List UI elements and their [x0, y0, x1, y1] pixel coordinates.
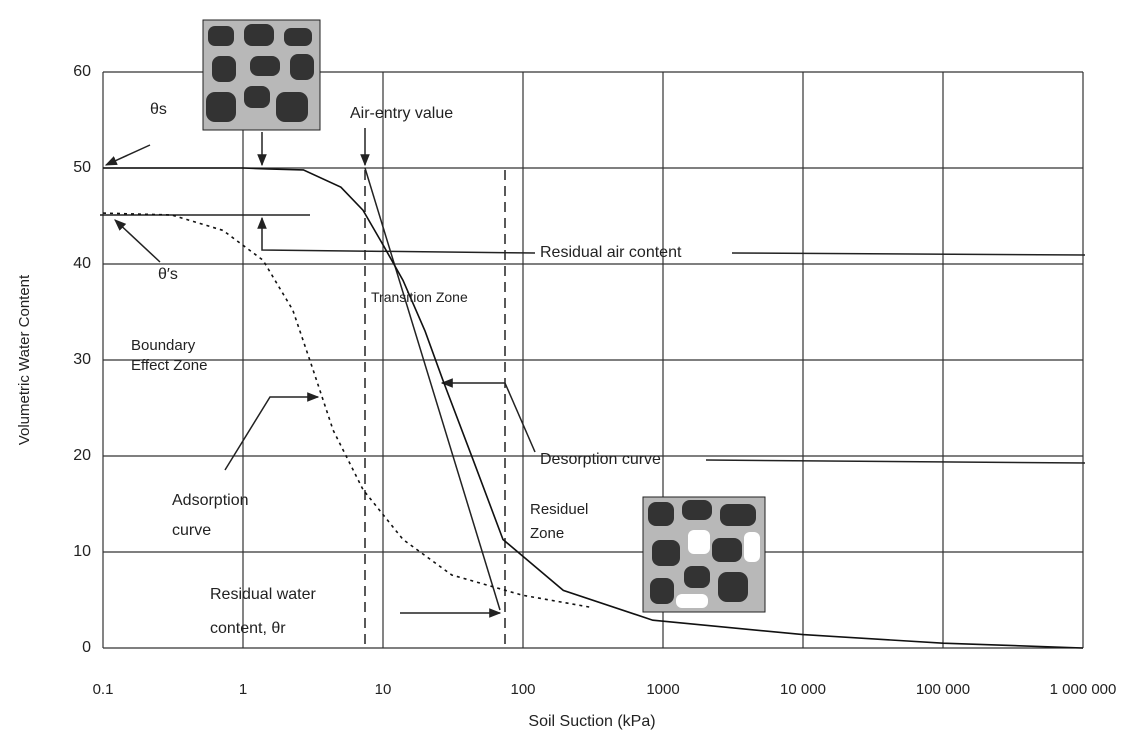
x-tick-label: 100 [510, 681, 535, 698]
y-tick-label: 30 [73, 351, 91, 368]
y-axis-title: Volumetric Water Content [16, 274, 33, 445]
soil-image-saturated [202, 19, 321, 131]
construction-lines [100, 128, 1086, 648]
series-label: Desorption curve [540, 451, 661, 468]
y-tick-label: 60 [73, 63, 91, 80]
series-label: Adsorption curve [172, 492, 249, 539]
data-line [103, 167, 1084, 649]
annotation: θs [150, 101, 167, 118]
soil-image-residual [642, 496, 766, 613]
x-tick-label: 10 000 [780, 681, 826, 698]
annotation: Boundary Effect Zone [131, 337, 208, 374]
annotation: θ′s [158, 266, 178, 283]
y-tick-label: 10 [73, 543, 91, 560]
y-tick-label: 20 [73, 447, 91, 464]
x-axis-title: Soil Suction (kPa) [528, 713, 655, 730]
x-tick-label: 0.1 [93, 681, 114, 698]
x-tick-label: 100 000 [916, 681, 970, 698]
annotation: Residuel Zone [530, 501, 589, 542]
annotation: Residual water content, θr [210, 586, 316, 637]
annotation: Residual air content [540, 244, 682, 261]
data-line [102, 212, 594, 609]
x-tick-label: 1 [239, 681, 247, 698]
annotation: Air-entry value [350, 105, 454, 122]
annotation: Transition Zone [371, 289, 468, 305]
y-tick-label: 0 [82, 639, 91, 656]
y-tick-label: 40 [73, 255, 91, 272]
x-tick-label: 1000 [646, 681, 679, 698]
y-tick-label: 50 [73, 159, 91, 176]
x-tick-label: 1 000 000 [1050, 681, 1117, 698]
x-tick-label: 10 [375, 681, 392, 698]
